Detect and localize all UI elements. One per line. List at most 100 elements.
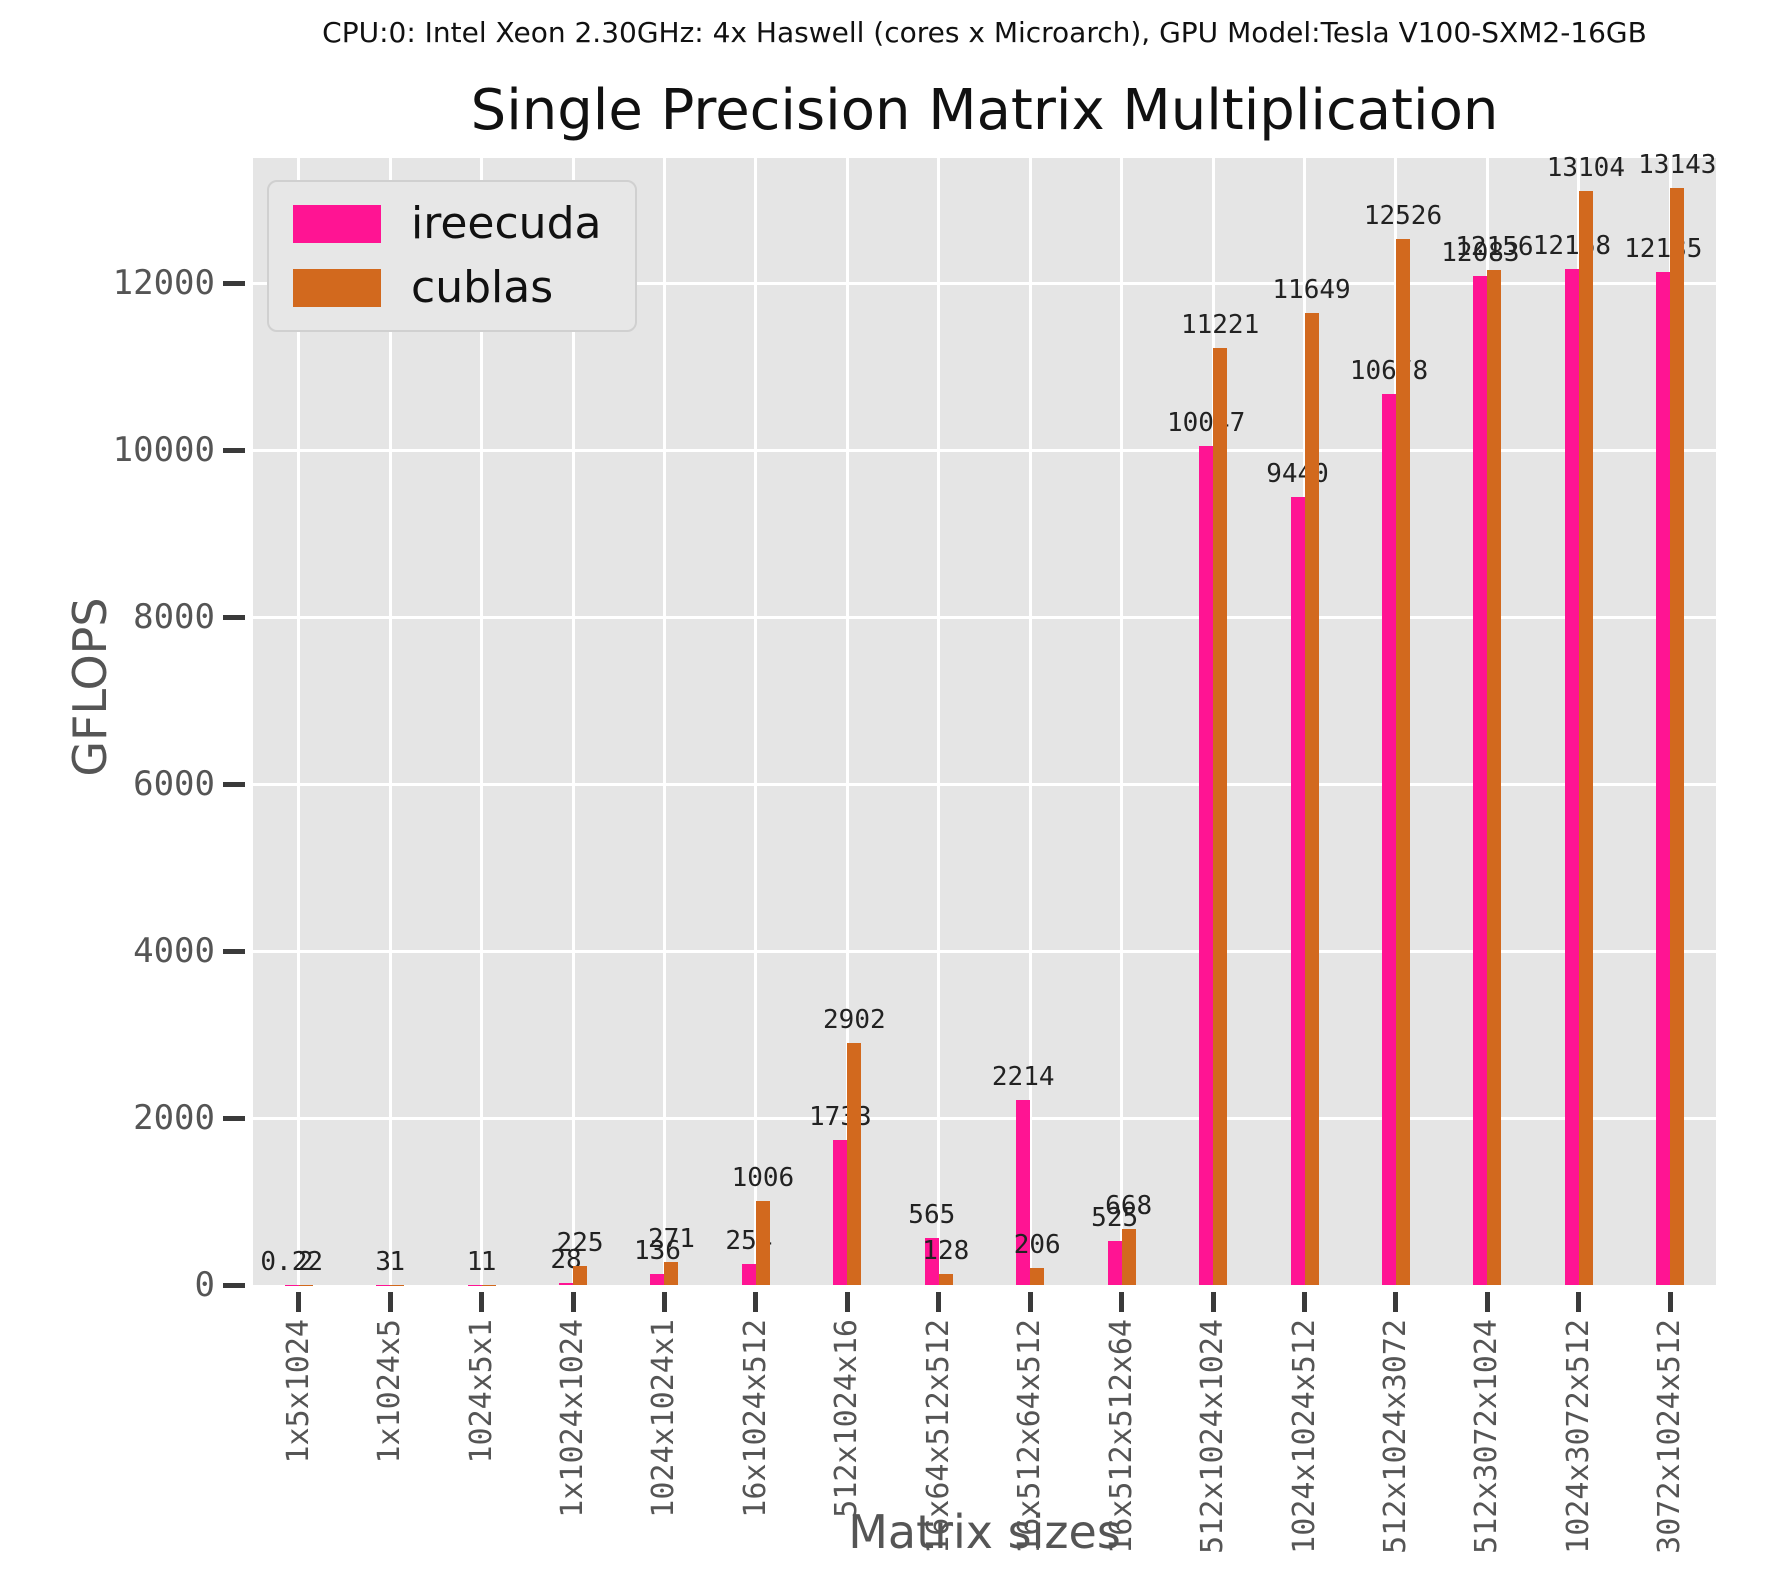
x-tick-mark-16x512x512x64 <box>1119 1292 1125 1312</box>
x-tick-mark-3072x1024x512 <box>1667 1292 1673 1312</box>
y-tick-label-0: 0 <box>194 1265 215 1305</box>
x-tick-mark-1x5x1024 <box>296 1292 302 1312</box>
bar-cublas-16x1024x512 <box>755 1201 770 1285</box>
x-tick-label-1x1024x5: 1x1024x5 <box>372 1319 408 1464</box>
plot-area: 0.22 2 3 1 1 1 28 225 136 271 254 1006 1733 2902 565 12… <box>253 150 1716 1285</box>
x-tick-mark-16x64x512x512 <box>936 1292 942 1312</box>
bar-value-label-cublas-16x64x512x512: 128 <box>922 1236 970 1267</box>
x-tick-mark-512x1024x3072 <box>1393 1292 1399 1312</box>
x-tick-label-1024x3072x512: 1024x3072x512 <box>1560 1319 1596 1554</box>
bar-ireecuda-512x1024x3072 <box>1381 393 1396 1285</box>
y-tick-label-8000: 8000 <box>133 597 215 638</box>
gridline-x-1024x5x1 <box>480 158 484 1285</box>
y-tick-label-2000: 2000 <box>133 1098 215 1139</box>
gridline-y-12000 <box>253 281 1716 285</box>
bar-cublas-1x1024x1024 <box>573 1266 588 1285</box>
y-tick-label-4000: 4000 <box>133 931 215 972</box>
bar-cublas-1024x1024x1 <box>664 1262 679 1285</box>
y-tick-label-6000: 6000 <box>133 764 215 805</box>
y-tick-mark-0 <box>223 1282 245 1288</box>
bar-cublas-16x512x64x512 <box>1030 1267 1045 1285</box>
bar-cublas-512x1024x1024 <box>1213 348 1228 1285</box>
x-axis-label: Matrix sizes <box>848 1505 1121 1559</box>
bar-ireecuda-16x512x64x512 <box>1016 1100 1031 1285</box>
bar-value-label-cublas-512x1024x3072: 12526 <box>1363 201 1443 232</box>
gridline-y-10000 <box>253 448 1716 452</box>
y-tick-mark-10000 <box>223 447 245 453</box>
suptitle: CPU:0: Intel Xeon 2.30GHz: 4x Haswell (c… <box>322 16 1647 49</box>
bar-cublas-1024x5x1 <box>481 1284 496 1285</box>
x-tick-label-1x5x1024: 1x5x1024 <box>280 1319 316 1464</box>
x-tick-mark-512x3072x1024 <box>1484 1292 1490 1312</box>
legend-swatch-ireecuda <box>293 205 381 243</box>
bar-cublas-512x1024x16 <box>847 1042 862 1285</box>
x-tick-label-16x512x512x64: 16x512x512x64 <box>1103 1319 1139 1554</box>
legend: ireecuda cublas <box>267 180 638 332</box>
x-tick-label-512x1024x3072: 512x1024x3072 <box>1377 1319 1413 1554</box>
x-tick-label-16x512x64x512: 16x512x64x512 <box>1012 1319 1048 1554</box>
bar-ireecuda-1024x5x1 <box>467 1284 482 1285</box>
bar-value-label-ireecuda-512x1024x1024: 10047 <box>1166 408 1246 439</box>
bar-value-label-ireecuda-16x512x64x512: 2214 <box>991 1062 1055 1093</box>
bar-cublas-1x5x1024 <box>298 1284 313 1285</box>
y-tick-mark-12000 <box>223 280 245 286</box>
x-tick-label-1024x1024x512: 1024x1024x512 <box>1286 1319 1322 1554</box>
x-tick-label-1x1024x1024: 1x1024x1024 <box>555 1319 591 1518</box>
bar-value-label-cublas-512x1024x16: 2902 <box>823 1004 886 1035</box>
y-tick-mark-4000 <box>223 948 245 954</box>
bar-ireecuda-512x3072x1024 <box>1473 276 1488 1285</box>
bar-ireecuda-1x1024x1024 <box>559 1282 574 1285</box>
bar-ireecuda-512x1024x16 <box>833 1140 848 1285</box>
x-tick-mark-1x1024x5 <box>387 1292 393 1312</box>
bar-value-label-cublas-1x1024x1024: 225 <box>556 1228 604 1259</box>
x-tick-label-512x1024x1024: 512x1024x1024 <box>1195 1319 1231 1554</box>
gridline-x-1024x1024x1 <box>662 158 666 1285</box>
bar-value-label-ireecuda-1024x5x1: 1 <box>466 1246 483 1277</box>
bar-value-label-ireecuda-1024x1024x1: 136 <box>633 1235 681 1266</box>
x-tick-mark-1024x1024x512 <box>1302 1292 1308 1312</box>
x-tick-mark-16x512x64x512 <box>1027 1292 1033 1312</box>
gridline-x-16x1024x512 <box>754 158 758 1285</box>
bar-cublas-3072x1024x512 <box>1670 187 1685 1285</box>
chart-title: Single Precision Matrix Multiplication <box>470 78 1499 143</box>
bar-cublas-16x64x512x512 <box>938 1274 953 1285</box>
bar-value-label-ireecuda-512x1024x3072: 10678 <box>1349 355 1429 386</box>
bar-value-label-ireecuda-1x1024x5: 3 <box>375 1246 391 1277</box>
bar-value-label-ireecuda-3072x1024x512: 12135 <box>1624 233 1703 264</box>
bar-value-label-cublas-16x512x64x512: 206 <box>1013 1229 1061 1260</box>
legend-row-ireecuda: ireecuda <box>293 202 601 246</box>
x-tick-mark-512x1024x16 <box>844 1292 850 1312</box>
bar-value-label-cublas-1024x3072x512: 13104 <box>1546 153 1625 184</box>
gridline-y-4000 <box>253 949 1716 953</box>
bar-cublas-16x512x512x64 <box>1121 1229 1136 1285</box>
bar-value-label-cublas-16x512x512x64: 668 <box>1105 1191 1153 1222</box>
x-tick-mark-1024x3072x512 <box>1576 1292 1582 1312</box>
bar-value-label-ireecuda-16x64x512x512: 565 <box>908 1199 956 1230</box>
bar-value-label-cublas-1024x5x1: 1 <box>480 1246 497 1277</box>
bar-ireecuda-1x1024x5 <box>376 1284 391 1285</box>
bar-cublas-1024x1024x512 <box>1304 312 1319 1285</box>
y-tick-label-12000: 12000 <box>112 263 215 304</box>
y-tick-mark-6000 <box>223 781 245 787</box>
bar-cublas-1024x3072x512 <box>1578 191 1593 1285</box>
gridline-x-16x512x64x512 <box>1028 158 1032 1285</box>
x-tick-label-3072x1024x512: 3072x1024x512 <box>1652 1319 1688 1554</box>
bar-ireecuda-1024x1024x512 <box>1290 496 1305 1285</box>
gridline-y-8000 <box>253 615 1716 619</box>
bar-ireecuda-1024x1024x1 <box>650 1273 665 1285</box>
bar-value-label-ireecuda-1024x3072x512: 12168 <box>1532 231 1611 262</box>
x-tick-mark-512x1024x1024 <box>1210 1292 1216 1312</box>
legend-label-cublas: cublas <box>411 262 554 313</box>
bar-cublas-512x3072x1024 <box>1487 270 1502 1285</box>
bar-value-label-ireecuda-512x3072x1024: 12083 <box>1441 238 1520 269</box>
bar-cublas-1x1024x5 <box>390 1284 405 1285</box>
legend-row-cublas: cublas <box>293 266 601 310</box>
legend-label-ireecuda: ireecuda <box>411 198 602 249</box>
bar-ireecuda-512x1024x1024 <box>1199 446 1214 1285</box>
x-tick-label-1024x1024x1: 1024x1024x1 <box>646 1319 682 1518</box>
y-tick-mark-2000 <box>223 1115 245 1121</box>
bar-value-label-ireecuda-1x5x1024: 0.22 <box>260 1246 324 1277</box>
bar-value-label-cublas-1x5x1024: 2 <box>297 1246 314 1277</box>
y-tick-label-10000: 10000 <box>112 430 215 471</box>
